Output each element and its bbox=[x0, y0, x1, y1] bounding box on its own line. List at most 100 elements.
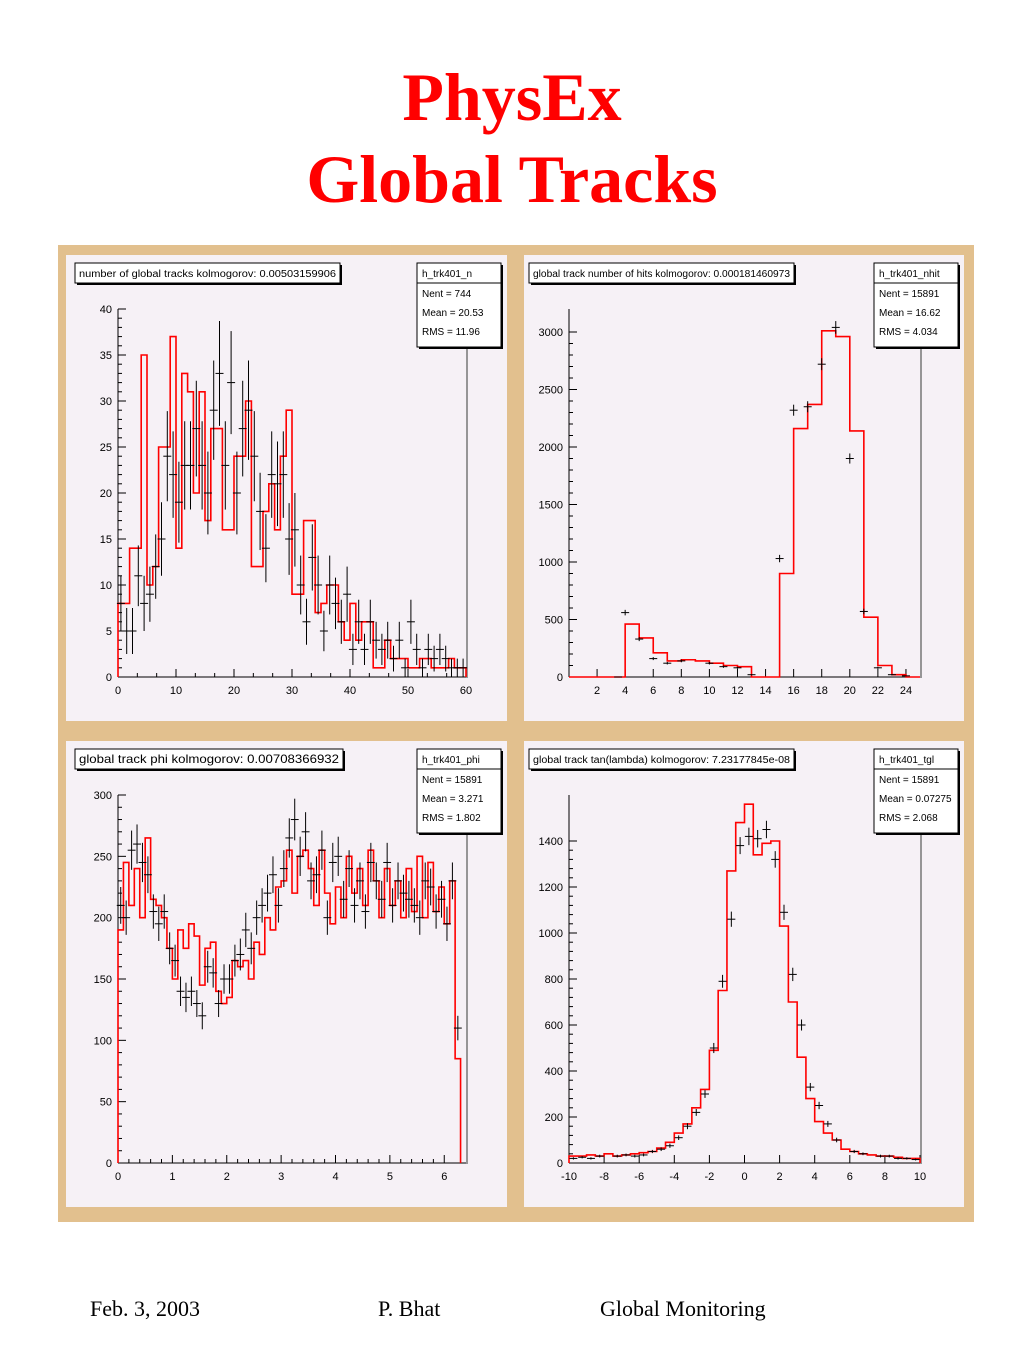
data-point bbox=[657, 1147, 666, 1152]
x-tick-label: 8 bbox=[882, 1171, 888, 1183]
data-point bbox=[395, 621, 404, 659]
stats-name: h_trk401_phi bbox=[422, 755, 480, 766]
stats-box bbox=[873, 262, 959, 348]
data-point bbox=[186, 421, 195, 510]
data-point bbox=[230, 944, 239, 977]
data-point bbox=[307, 862, 315, 900]
data-point bbox=[350, 888, 359, 923]
data-point bbox=[345, 850, 354, 887]
data-point bbox=[339, 880, 348, 918]
data-point bbox=[225, 964, 234, 994]
data-point bbox=[163, 411, 172, 502]
data-point bbox=[894, 1157, 903, 1160]
data-point bbox=[261, 514, 270, 583]
data-point bbox=[285, 818, 294, 858]
data-point bbox=[354, 599, 363, 644]
y-tick-label: 300 bbox=[94, 790, 112, 802]
y-tick-label: 1400 bbox=[539, 836, 563, 848]
x-tick-label: 6 bbox=[847, 1171, 853, 1183]
x-tick-label: 3 bbox=[278, 1171, 284, 1183]
histogram-panel-ntracks: 0 5 10 15 20 25 30 35 40 0 10 20 30 40 50 60 number of g… bbox=[66, 255, 507, 721]
y-tick-label: 10 bbox=[100, 580, 112, 592]
histogram-panel-nhits: 0 500 1000 1500 2000 2500 3000 2 4 6 8 10 12 14 16 18 20… bbox=[524, 255, 964, 721]
data-point bbox=[348, 633, 357, 666]
footer-date: Feb. 3, 2003 bbox=[90, 1296, 200, 1321]
data-point bbox=[328, 842, 337, 883]
data-point bbox=[421, 862, 430, 900]
x-tick-label: 12 bbox=[731, 685, 743, 697]
data-point bbox=[887, 674, 896, 676]
stats-nent: Nent = 15891 bbox=[879, 775, 940, 786]
stats-box bbox=[873, 748, 959, 834]
data-point bbox=[876, 1154, 885, 1158]
data-point bbox=[443, 906, 451, 941]
histogram-svg: 0 200 400 600 800 1000 1200 1400 -10 -8 -6 -4 -2 0 2 4 6… bbox=[528, 748, 960, 1183]
data-point bbox=[116, 887, 125, 924]
y-tick-label: 2000 bbox=[539, 442, 563, 454]
data-point bbox=[247, 932, 256, 965]
stats-mean: Mean = 16.62 bbox=[879, 308, 941, 319]
x-tick-label: 10 bbox=[703, 685, 715, 697]
x-tick-label: 30 bbox=[286, 685, 298, 697]
data-point bbox=[273, 441, 282, 527]
data-point bbox=[797, 1019, 806, 1031]
data-point bbox=[779, 904, 788, 920]
data-point bbox=[308, 524, 317, 591]
x-tick-label: 6 bbox=[650, 685, 656, 697]
data-point bbox=[817, 358, 826, 371]
data-point bbox=[410, 888, 419, 923]
data-point bbox=[705, 661, 714, 665]
data-point bbox=[630, 1154, 639, 1158]
stats-box bbox=[416, 262, 502, 348]
y-tick-label: 100 bbox=[94, 1035, 112, 1047]
data-point bbox=[586, 1157, 595, 1160]
y-tick-label: 0 bbox=[557, 1158, 563, 1170]
x-tick-label: -6 bbox=[634, 1171, 644, 1183]
stats-box bbox=[416, 748, 502, 834]
data-point bbox=[203, 950, 212, 983]
histogram-title: global track tan(lambda) kolmogorov: 7.2… bbox=[533, 755, 790, 766]
data-point bbox=[621, 609, 630, 616]
data-point bbox=[203, 451, 212, 535]
reference-histogram-line bbox=[569, 330, 920, 678]
x-tick-label: 1 bbox=[169, 1171, 175, 1183]
data-point bbox=[677, 659, 686, 663]
stats-mean: Mean = 0.07275 bbox=[879, 794, 952, 805]
data-point bbox=[744, 827, 753, 846]
data-point bbox=[323, 900, 332, 935]
data-point bbox=[269, 856, 277, 894]
y-tick-label: 20 bbox=[100, 488, 112, 500]
data-point bbox=[885, 1154, 894, 1158]
slide-title-line1: PhysEx bbox=[402, 59, 622, 135]
data-point bbox=[595, 1154, 604, 1158]
data-point bbox=[388, 888, 397, 923]
data-point bbox=[122, 900, 131, 935]
data-point bbox=[803, 401, 812, 413]
x-tick-label: 0 bbox=[115, 685, 121, 697]
data-point bbox=[331, 577, 340, 630]
data-point bbox=[319, 610, 328, 652]
data-point bbox=[366, 599, 375, 644]
histogram-title: number of global tracks kolmogorov: 0.00… bbox=[79, 269, 336, 280]
data-point bbox=[128, 608, 137, 654]
data-point bbox=[406, 599, 415, 644]
x-tick-label: 24 bbox=[900, 685, 912, 697]
stats-mean: Mean = 20.53 bbox=[422, 308, 484, 319]
data-point bbox=[314, 555, 323, 615]
y-tick-label: 0 bbox=[557, 672, 563, 684]
data-point bbox=[859, 608, 868, 615]
title-box bbox=[74, 262, 341, 284]
data-point bbox=[747, 674, 756, 676]
x-tick-label: 0 bbox=[115, 1171, 121, 1183]
data-point bbox=[198, 1002, 207, 1030]
y-tick-label: 1000 bbox=[539, 928, 563, 940]
footer-topic: Global Monitoring bbox=[600, 1296, 766, 1321]
data-point bbox=[709, 1042, 718, 1054]
x-tick-label: 10 bbox=[170, 685, 182, 697]
data-point bbox=[236, 938, 245, 971]
x-tick-label: 8 bbox=[678, 685, 684, 697]
x-tick-label: 2 bbox=[224, 1171, 230, 1183]
data-point bbox=[256, 472, 265, 551]
data-point bbox=[174, 461, 183, 543]
data-point bbox=[692, 1108, 701, 1116]
